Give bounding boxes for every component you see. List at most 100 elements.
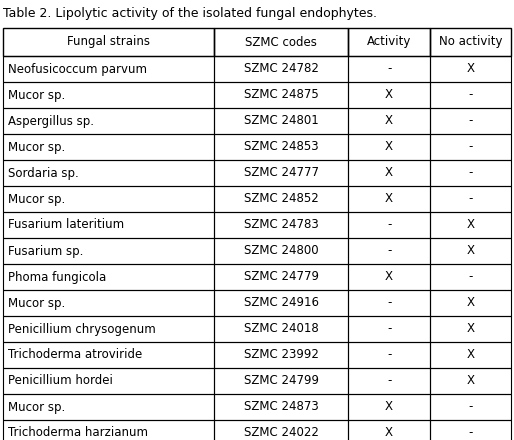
Text: Neofusicoccum parvum: Neofusicoccum parvum <box>8 62 147 76</box>
Text: -: - <box>468 426 472 440</box>
Bar <box>348 186 430 212</box>
Bar <box>430 160 511 186</box>
Text: -: - <box>468 88 472 102</box>
Bar <box>214 420 348 440</box>
Text: SZMC 24783: SZMC 24783 <box>244 219 319 231</box>
Bar <box>3 212 214 238</box>
Bar <box>430 264 511 290</box>
Text: SZMC 23992: SZMC 23992 <box>244 348 319 362</box>
Text: Activity: Activity <box>367 36 411 48</box>
Text: SZMC 24873: SZMC 24873 <box>244 400 319 414</box>
Text: -: - <box>468 166 472 180</box>
Bar <box>348 290 430 316</box>
Text: Aspergillus sp.: Aspergillus sp. <box>8 114 94 128</box>
Bar <box>214 264 348 290</box>
Bar <box>3 160 214 186</box>
Text: X: X <box>385 140 393 154</box>
Text: Fungal strains: Fungal strains <box>67 36 150 48</box>
Bar <box>3 134 214 160</box>
Text: -: - <box>387 297 391 309</box>
Text: X: X <box>466 62 474 76</box>
Text: Fusarium lateritium: Fusarium lateritium <box>8 219 124 231</box>
Bar <box>430 238 511 264</box>
Text: Trichoderma harzianum: Trichoderma harzianum <box>8 426 148 440</box>
Text: X: X <box>466 348 474 362</box>
Text: X: X <box>466 374 474 388</box>
Bar <box>3 186 214 212</box>
Bar <box>430 290 511 316</box>
Text: SZMC 24777: SZMC 24777 <box>244 166 319 180</box>
Bar <box>348 316 430 342</box>
Text: Mucor sp.: Mucor sp. <box>8 400 65 414</box>
Text: -: - <box>468 192 472 205</box>
Bar <box>430 186 511 212</box>
Text: Phoma fungicola: Phoma fungicola <box>8 271 106 283</box>
Text: SZMC 24800: SZMC 24800 <box>244 245 319 257</box>
Text: -: - <box>468 400 472 414</box>
Text: SZMC 24779: SZMC 24779 <box>244 271 319 283</box>
Text: -: - <box>387 219 391 231</box>
Text: Table 2. Lipolytic activity of the isolated fungal endophytes.: Table 2. Lipolytic activity of the isola… <box>3 7 377 19</box>
Text: Mucor sp.: Mucor sp. <box>8 88 65 102</box>
Text: No activity: No activity <box>438 36 502 48</box>
Text: SZMC 24875: SZMC 24875 <box>244 88 319 102</box>
Bar <box>348 394 430 420</box>
Bar <box>3 290 214 316</box>
Text: X: X <box>385 114 393 128</box>
Text: -: - <box>387 62 391 76</box>
Bar <box>348 108 430 134</box>
Bar <box>348 212 430 238</box>
Text: Penicillium chrysogenum: Penicillium chrysogenum <box>8 323 156 335</box>
Text: X: X <box>385 426 393 440</box>
Bar <box>348 82 430 108</box>
Bar <box>430 368 511 394</box>
Bar <box>430 212 511 238</box>
Text: -: - <box>468 114 472 128</box>
Text: X: X <box>385 166 393 180</box>
Text: -: - <box>468 140 472 154</box>
Bar <box>214 394 348 420</box>
Text: Fusarium sp.: Fusarium sp. <box>8 245 83 257</box>
Bar <box>214 28 348 56</box>
Bar <box>214 238 348 264</box>
Bar <box>3 108 214 134</box>
Bar <box>3 316 214 342</box>
Bar <box>3 82 214 108</box>
Bar <box>430 28 511 56</box>
Bar <box>430 134 511 160</box>
Bar <box>214 160 348 186</box>
Text: Mucor sp.: Mucor sp. <box>8 297 65 309</box>
Text: Mucor sp.: Mucor sp. <box>8 192 65 205</box>
Bar <box>214 368 348 394</box>
Text: SZMC 24852: SZMC 24852 <box>244 192 319 205</box>
Text: SZMC 24799: SZMC 24799 <box>244 374 319 388</box>
Text: SZMC 24018: SZMC 24018 <box>244 323 319 335</box>
Bar <box>3 342 214 368</box>
Text: Trichoderma atroviride: Trichoderma atroviride <box>8 348 142 362</box>
Bar <box>348 160 430 186</box>
Bar <box>214 134 348 160</box>
Bar <box>430 82 511 108</box>
Text: SZMC 24801: SZMC 24801 <box>244 114 319 128</box>
Text: X: X <box>466 245 474 257</box>
Bar <box>348 264 430 290</box>
Text: Mucor sp.: Mucor sp. <box>8 140 65 154</box>
Bar <box>214 212 348 238</box>
Text: SZMC 24022: SZMC 24022 <box>244 426 319 440</box>
Text: X: X <box>385 271 393 283</box>
Bar <box>3 238 214 264</box>
Bar <box>348 28 430 56</box>
Text: Penicillium hordei: Penicillium hordei <box>8 374 113 388</box>
Bar <box>430 394 511 420</box>
Text: SZMC 24916: SZMC 24916 <box>244 297 319 309</box>
Bar <box>348 368 430 394</box>
Bar <box>348 342 430 368</box>
Text: SZMC 24782: SZMC 24782 <box>244 62 319 76</box>
Text: X: X <box>466 323 474 335</box>
Bar <box>430 316 511 342</box>
Bar <box>214 56 348 82</box>
Text: X: X <box>385 192 393 205</box>
Bar <box>214 108 348 134</box>
Bar <box>348 238 430 264</box>
Bar <box>214 342 348 368</box>
